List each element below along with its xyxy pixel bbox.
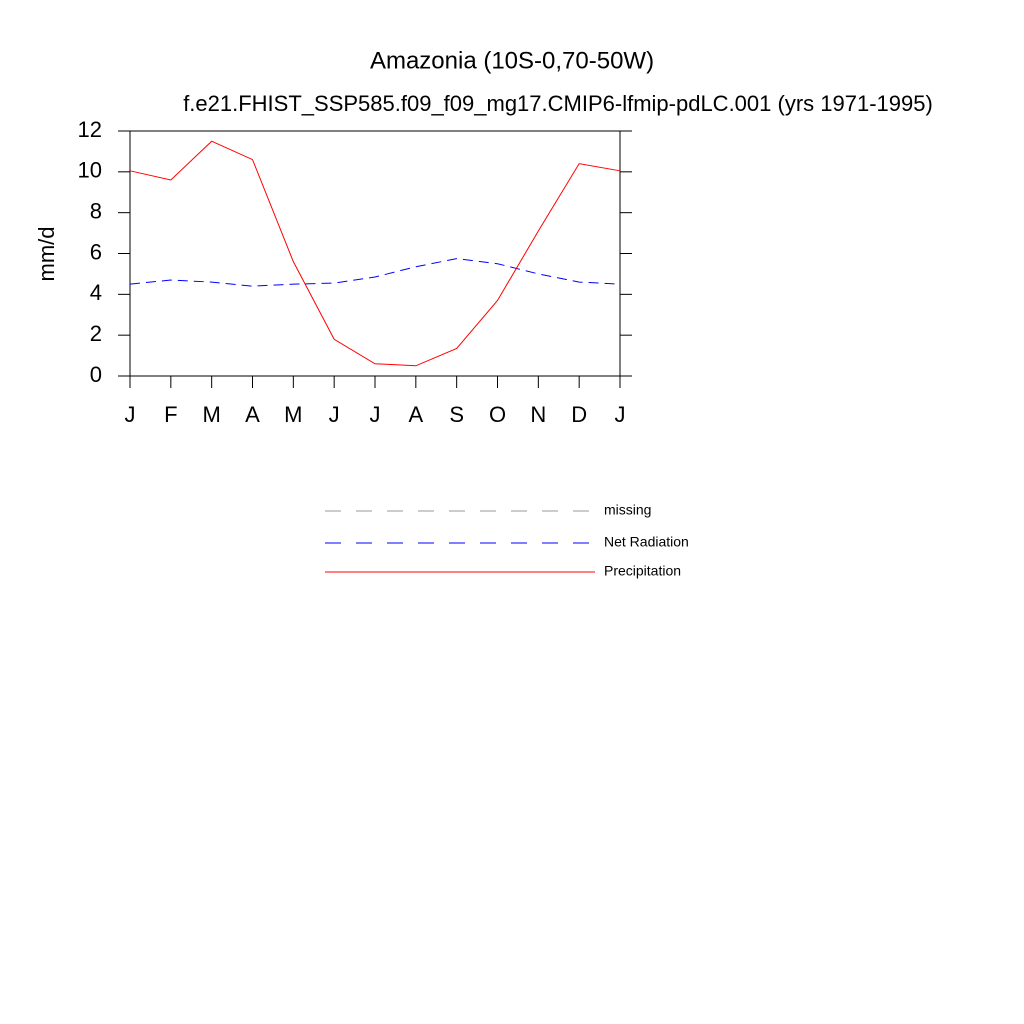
y-tick-label: 4	[90, 280, 102, 305]
legend-label: Precipitation	[604, 563, 681, 579]
x-tick-label: S	[449, 402, 464, 427]
y-tick-label: 8	[90, 198, 102, 223]
y-tick-label: 12	[78, 117, 102, 142]
legend-label: Net Radiation	[604, 534, 689, 550]
x-tick-label: J	[370, 402, 381, 427]
x-tick-label: M	[284, 402, 302, 427]
x-tick-label: D	[571, 402, 587, 427]
chart-title: Amazonia (10S-0,70-50W)	[370, 47, 654, 74]
plot-frame	[129, 130, 621, 377]
x-tick-label: O	[489, 402, 506, 427]
chart-subtitle: f.e21.FHIST_SSP585.f09_f09_mg17.CMIP6-lf…	[183, 91, 933, 116]
series-line	[129, 258, 621, 287]
x-tick-label: J	[125, 402, 136, 427]
y-axis-label: mm/d	[34, 227, 59, 282]
x-tick-label: J	[329, 402, 340, 427]
x-tick-label: F	[164, 402, 177, 427]
y-tick-label: 0	[90, 362, 102, 387]
legend-label: missing	[604, 502, 651, 518]
y-tick-label: 10	[78, 158, 102, 183]
series-line	[129, 140, 621, 367]
x-tick-label: A	[245, 402, 260, 427]
y-tick-label: 2	[90, 321, 102, 346]
y-tick-label: 6	[90, 239, 102, 264]
x-tick-label: A	[408, 402, 423, 427]
x-tick-label: M	[203, 402, 221, 427]
x-tick-label: N	[530, 402, 546, 427]
x-tick-label: J	[615, 402, 626, 427]
